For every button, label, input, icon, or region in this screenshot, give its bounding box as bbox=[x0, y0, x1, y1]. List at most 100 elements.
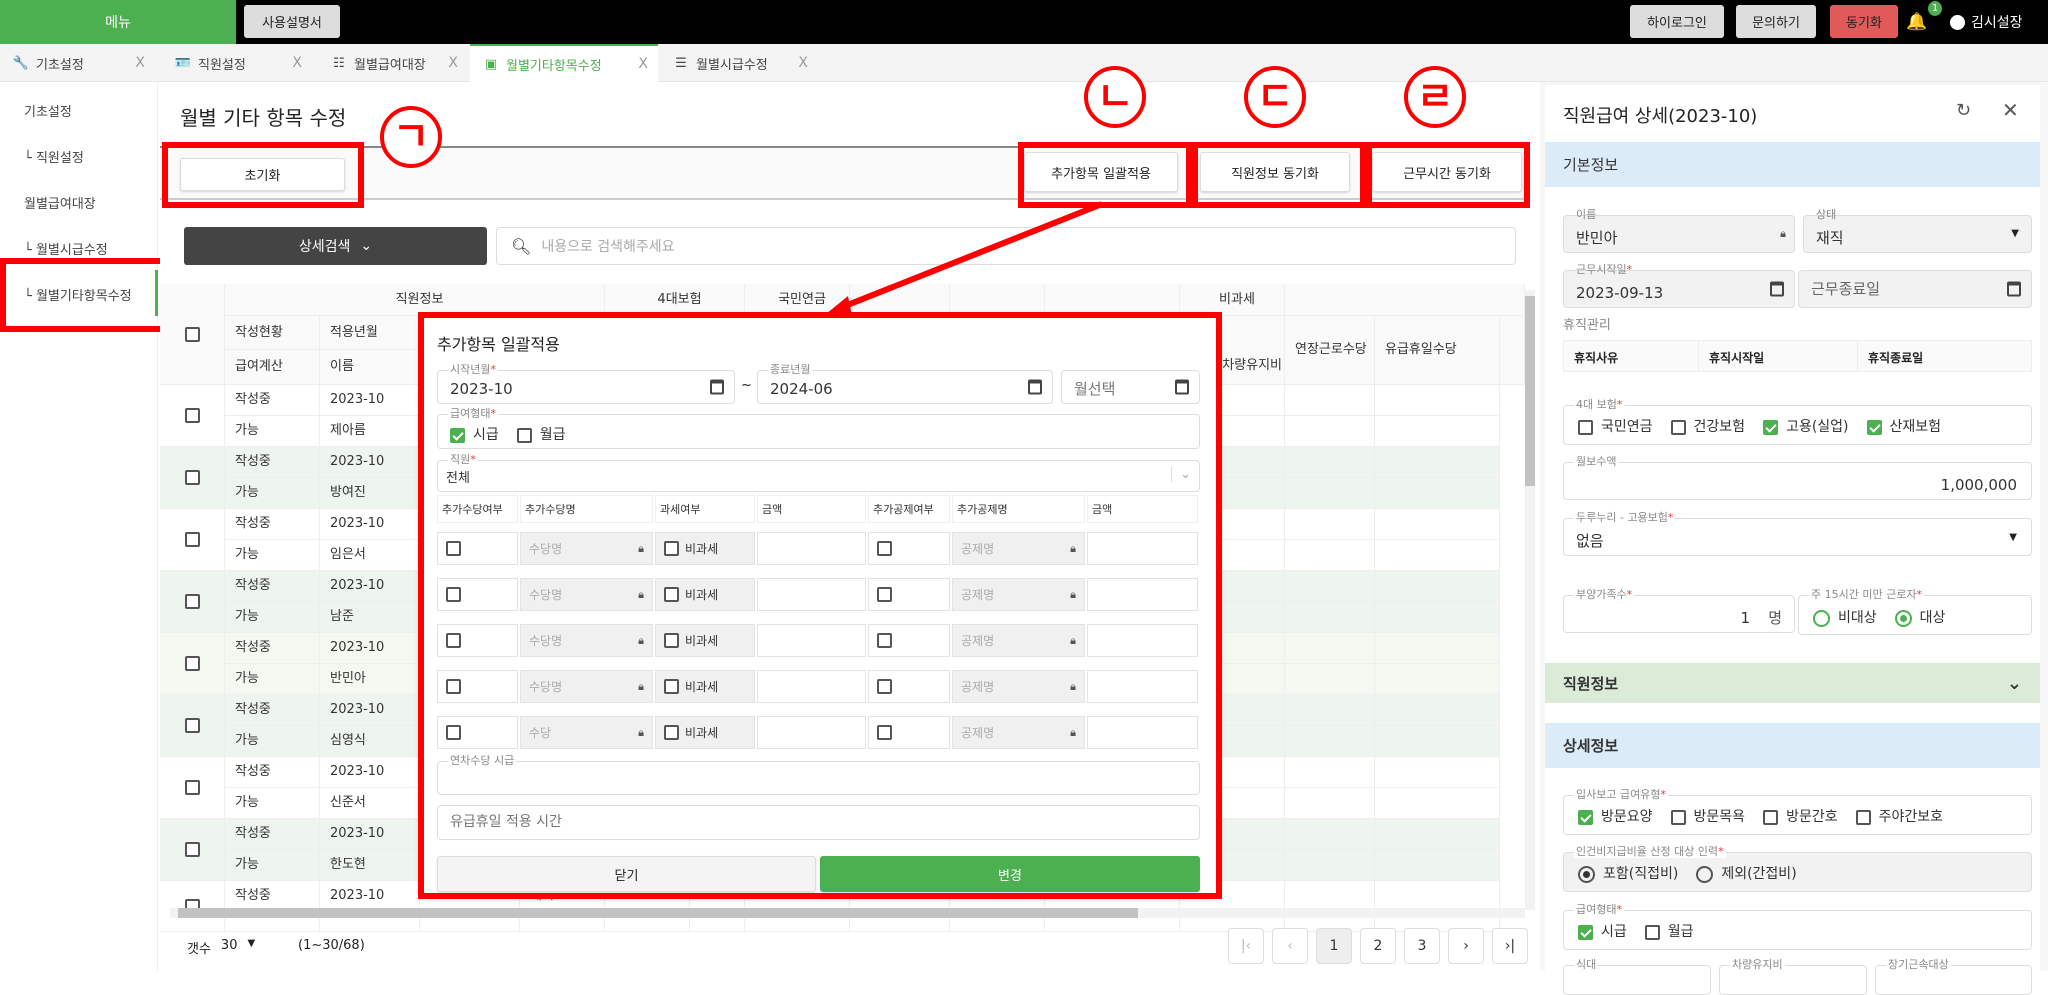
checkbox[interactable] bbox=[516, 427, 532, 443]
checkbox[interactable] bbox=[1763, 809, 1779, 825]
deduction-toggle[interactable] bbox=[868, 578, 950, 611]
checkbox[interactable] bbox=[1578, 419, 1593, 435]
work-start-field[interactable]: 근무시작일* 2023-09-13 bbox=[1563, 263, 1795, 308]
checkbox[interactable] bbox=[877, 541, 892, 556]
checkbox[interactable] bbox=[1578, 924, 1593, 940]
reset-button[interactable]: 초기화 bbox=[180, 158, 345, 191]
sidebar-item[interactable]: 기초설정 bbox=[24, 104, 72, 120]
deduction-toggle[interactable] bbox=[868, 670, 950, 703]
horizontal-scrollbar[interactable] bbox=[170, 908, 1525, 918]
sidebar-item[interactable]: 월별급여대장 bbox=[24, 196, 96, 212]
checkbox[interactable] bbox=[184, 532, 200, 547]
allowance-amount-input[interactable] bbox=[757, 624, 866, 657]
start-month-field[interactable]: 시작년월* 2023-10 bbox=[437, 363, 735, 404]
calendar-icon[interactable] bbox=[1770, 281, 1784, 297]
radio-option[interactable]: 제외(간접비) bbox=[1696, 865, 1797, 883]
deduction-amount-input[interactable] bbox=[1087, 716, 1198, 749]
checkbox-option[interactable]: 국민연금 bbox=[1578, 418, 1653, 436]
tab-2[interactable]: ☷ 월별급여대장 X bbox=[318, 44, 468, 82]
checkbox-option[interactable]: 방문목욕 bbox=[1670, 808, 1745, 826]
checkbox[interactable] bbox=[1644, 924, 1660, 940]
radio-option[interactable]: 비대상 bbox=[1813, 609, 1877, 627]
deduction-toggle[interactable] bbox=[868, 532, 950, 565]
checkbox[interactable] bbox=[1866, 419, 1882, 435]
tab-1[interactable]: 🪪 직원설정 X bbox=[162, 44, 312, 82]
deduction-toggle[interactable] bbox=[868, 716, 950, 749]
employee-select[interactable]: 직원* 전체 ⌄ bbox=[437, 453, 1200, 492]
checkbox[interactable] bbox=[184, 780, 200, 795]
inquiry-button[interactable]: 문의하기 bbox=[1736, 5, 1816, 38]
durunuri-select[interactable]: 두루누리 - 고용보험* 없음 ▼ bbox=[1563, 511, 2032, 556]
close-icon[interactable]: X bbox=[292, 55, 302, 71]
calendar-icon[interactable] bbox=[1028, 379, 1042, 395]
checkbox[interactable] bbox=[184, 326, 200, 342]
page-button[interactable]: 3 bbox=[1404, 928, 1440, 964]
checkbox-option[interactable]: 방문요양 bbox=[1578, 808, 1653, 826]
allowance-toggle[interactable] bbox=[437, 578, 518, 611]
page-size-select[interactable]: 갯수 30 ▼ bbox=[187, 938, 255, 957]
checkbox[interactable] bbox=[446, 679, 461, 694]
last-page-button[interactable]: ›| bbox=[1492, 928, 1528, 964]
basic-info-section[interactable]: 기본정보 bbox=[1545, 142, 2040, 187]
meal-field[interactable]: 식대 bbox=[1563, 958, 1711, 995]
hilogin-button[interactable]: 하이로그인 bbox=[1630, 5, 1724, 38]
checkbox[interactable] bbox=[1578, 809, 1593, 825]
checkbox-option[interactable]: 방문간호 bbox=[1763, 808, 1838, 826]
end-month-field[interactable]: 종료년월 2024-06 bbox=[757, 363, 1053, 404]
calendar-icon[interactable] bbox=[710, 379, 724, 395]
close-icon[interactable]: X bbox=[135, 55, 145, 71]
allowance-toggle[interactable] bbox=[437, 670, 518, 703]
checkbox[interactable] bbox=[450, 427, 465, 443]
allowance-amount-input[interactable] bbox=[757, 716, 866, 749]
annual-leave-wage-field[interactable]: 연차수당 시급 bbox=[437, 754, 1200, 795]
close-icon[interactable]: ✕ bbox=[2002, 98, 2019, 122]
checkbox-option[interactable]: 고용(실업) bbox=[1763, 418, 1849, 436]
header-select-all[interactable] bbox=[160, 284, 225, 385]
taxable-toggle[interactable]: 비과세 bbox=[655, 532, 755, 565]
allowance-amount-input[interactable] bbox=[757, 670, 866, 703]
close-button[interactable]: 닫기 bbox=[437, 856, 816, 892]
close-icon[interactable]: X bbox=[448, 55, 458, 71]
manual-button[interactable]: 사용설명서 bbox=[244, 5, 340, 38]
radio[interactable] bbox=[1813, 609, 1830, 627]
refresh-icon[interactable]: ↻ bbox=[1956, 100, 1972, 121]
sync-button[interactable]: 동기화 bbox=[1830, 5, 1898, 38]
paid-holiday-hours-input[interactable]: 유급휴일 적용 시간 bbox=[437, 805, 1200, 840]
allowance-amount-input[interactable] bbox=[757, 578, 866, 611]
checkbox[interactable] bbox=[446, 587, 461, 602]
work-end-field[interactable]: 근무종료일 bbox=[1798, 270, 2032, 308]
sidebar-item[interactable]: └ 직원설정 bbox=[24, 150, 84, 166]
sync-employee-button[interactable]: 직원정보 동기화 bbox=[1200, 152, 1350, 192]
checkbox[interactable] bbox=[664, 725, 679, 740]
deduction-amount-input[interactable] bbox=[1087, 670, 1198, 703]
radio-option[interactable]: 포함(직접비) bbox=[1578, 865, 1678, 883]
checkbox[interactable] bbox=[877, 633, 892, 648]
sidebar-item[interactable]: └ 월별기타항목수정 bbox=[24, 288, 132, 304]
close-icon[interactable]: X bbox=[638, 56, 648, 72]
radio-option[interactable]: 대상 bbox=[1894, 609, 1945, 627]
checkbox-option[interactable]: 월급 bbox=[1644, 923, 1694, 941]
checkbox[interactable] bbox=[446, 633, 461, 648]
checkbox[interactable] bbox=[1855, 809, 1871, 825]
checkbox[interactable] bbox=[877, 587, 892, 602]
taxable-toggle[interactable]: 비과세 bbox=[655, 578, 755, 611]
checkbox-option[interactable]: 산재보험 bbox=[1866, 418, 1941, 436]
taxable-toggle[interactable]: 비과세 bbox=[655, 716, 755, 749]
checkbox[interactable] bbox=[184, 842, 200, 857]
bell-icon[interactable]: 🔔 bbox=[1906, 12, 1928, 32]
taxable-toggle[interactable]: 비과세 bbox=[655, 624, 755, 657]
checkbox[interactable] bbox=[664, 679, 679, 694]
deduction-amount-input[interactable] bbox=[1087, 624, 1198, 657]
prev-page-button[interactable]: ‹ bbox=[1272, 928, 1308, 964]
allowance-toggle[interactable] bbox=[437, 532, 518, 565]
tab-0[interactable]: 🔧 기초설정 X bbox=[0, 44, 155, 82]
detail-info-section[interactable]: 상세정보 bbox=[1545, 723, 2040, 768]
state-select[interactable]: 상태 재직 ▼ bbox=[1803, 208, 2032, 253]
radio[interactable] bbox=[1578, 865, 1595, 883]
checkbox[interactable] bbox=[664, 541, 679, 556]
page-button[interactable]: 1 bbox=[1316, 928, 1352, 964]
monthly-salary-input[interactable]: 월보수액 1,000,000 bbox=[1563, 455, 2032, 500]
change-button[interactable]: 변경 bbox=[820, 856, 1200, 892]
checkbox[interactable] bbox=[1670, 809, 1686, 825]
detail-search-button[interactable]: 상세검색 ⌄ bbox=[184, 227, 487, 265]
